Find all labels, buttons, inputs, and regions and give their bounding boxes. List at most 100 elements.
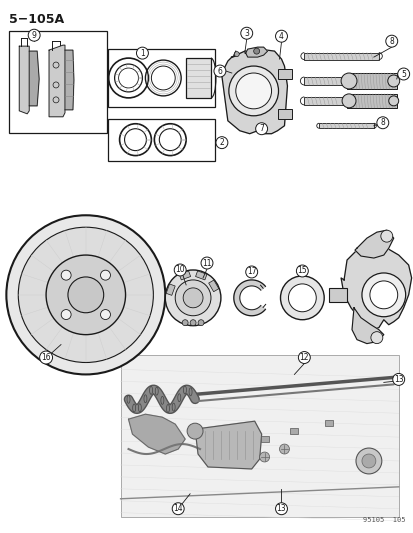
Bar bbox=[166, 284, 175, 295]
Circle shape bbox=[240, 27, 252, 39]
Circle shape bbox=[234, 52, 239, 56]
Circle shape bbox=[369, 281, 397, 309]
Polygon shape bbox=[354, 230, 393, 258]
Bar bbox=[277, 109, 292, 119]
Polygon shape bbox=[340, 245, 411, 330]
Text: 17: 17 bbox=[246, 268, 256, 277]
Text: 1: 1 bbox=[140, 49, 145, 58]
Text: 5−105A: 5−105A bbox=[9, 13, 64, 26]
Circle shape bbox=[216, 136, 227, 149]
Circle shape bbox=[174, 264, 186, 276]
Circle shape bbox=[279, 444, 289, 454]
Circle shape bbox=[183, 288, 202, 308]
Circle shape bbox=[197, 320, 204, 326]
Circle shape bbox=[380, 230, 392, 242]
Text: 2: 2 bbox=[219, 138, 224, 147]
Text: 8: 8 bbox=[389, 37, 393, 46]
Polygon shape bbox=[245, 47, 267, 57]
Text: 15: 15 bbox=[297, 266, 306, 276]
Polygon shape bbox=[195, 421, 261, 469]
Circle shape bbox=[397, 68, 408, 80]
Circle shape bbox=[68, 277, 103, 313]
Text: 13: 13 bbox=[276, 504, 286, 513]
Text: 10: 10 bbox=[175, 265, 185, 274]
Text: 5: 5 bbox=[400, 69, 405, 78]
Bar bbox=[325, 420, 332, 426]
Circle shape bbox=[187, 423, 202, 439]
Circle shape bbox=[182, 320, 188, 326]
Circle shape bbox=[61, 270, 71, 280]
Text: 7: 7 bbox=[259, 124, 263, 133]
Bar bbox=[260, 436, 268, 442]
Text: 4: 4 bbox=[278, 31, 283, 41]
Circle shape bbox=[392, 374, 404, 385]
Circle shape bbox=[255, 123, 267, 135]
Text: 14: 14 bbox=[173, 504, 183, 513]
Polygon shape bbox=[65, 50, 74, 110]
Circle shape bbox=[340, 73, 356, 89]
Bar bbox=[179, 271, 190, 280]
Text: 16: 16 bbox=[41, 353, 51, 362]
Circle shape bbox=[253, 48, 259, 54]
Bar bbox=[120, 354, 398, 516]
Circle shape bbox=[388, 96, 398, 106]
Polygon shape bbox=[351, 308, 383, 344]
Text: 3: 3 bbox=[244, 29, 249, 38]
Circle shape bbox=[228, 66, 278, 116]
Circle shape bbox=[280, 276, 323, 320]
Circle shape bbox=[361, 273, 405, 317]
Bar bbox=[195, 271, 206, 280]
Circle shape bbox=[235, 73, 271, 109]
Bar bbox=[304, 97, 343, 105]
Bar bbox=[107, 119, 214, 160]
Text: 13: 13 bbox=[393, 375, 403, 384]
Bar bbox=[304, 53, 378, 60]
Polygon shape bbox=[29, 51, 39, 106]
Circle shape bbox=[275, 503, 287, 515]
Circle shape bbox=[100, 270, 110, 280]
Circle shape bbox=[361, 454, 375, 468]
Polygon shape bbox=[49, 45, 65, 117]
Circle shape bbox=[296, 265, 308, 277]
Circle shape bbox=[18, 227, 153, 362]
Circle shape bbox=[40, 351, 52, 364]
Polygon shape bbox=[221, 49, 287, 134]
Polygon shape bbox=[19, 46, 29, 114]
Bar bbox=[186, 58, 211, 98]
Bar bbox=[304, 77, 343, 85]
Circle shape bbox=[190, 320, 196, 326]
Circle shape bbox=[245, 266, 257, 278]
Circle shape bbox=[341, 94, 355, 108]
Circle shape bbox=[46, 255, 125, 335]
Circle shape bbox=[288, 284, 316, 312]
Circle shape bbox=[100, 310, 110, 319]
Circle shape bbox=[6, 215, 165, 375]
Text: 9: 9 bbox=[32, 31, 36, 40]
Circle shape bbox=[370, 332, 382, 344]
Text: 8: 8 bbox=[380, 118, 384, 127]
Bar bbox=[107, 49, 214, 107]
Circle shape bbox=[214, 65, 225, 77]
Circle shape bbox=[172, 503, 184, 515]
Text: 95105  105: 95105 105 bbox=[362, 516, 405, 523]
Circle shape bbox=[387, 75, 399, 87]
Circle shape bbox=[376, 117, 388, 129]
Circle shape bbox=[298, 352, 310, 364]
Bar bbox=[346, 73, 396, 89]
Circle shape bbox=[385, 35, 397, 47]
Bar bbox=[277, 69, 292, 79]
Polygon shape bbox=[233, 280, 265, 316]
Bar bbox=[328, 288, 346, 302]
Bar bbox=[346, 94, 396, 108]
Circle shape bbox=[61, 310, 71, 319]
Circle shape bbox=[28, 29, 40, 41]
Text: 12: 12 bbox=[299, 353, 309, 362]
Circle shape bbox=[275, 30, 287, 42]
Polygon shape bbox=[128, 414, 185, 454]
Circle shape bbox=[201, 257, 212, 269]
Text: 6: 6 bbox=[217, 67, 222, 76]
Circle shape bbox=[259, 452, 269, 462]
Bar bbox=[318, 123, 373, 128]
Text: 11: 11 bbox=[202, 259, 211, 268]
Circle shape bbox=[355, 448, 381, 474]
